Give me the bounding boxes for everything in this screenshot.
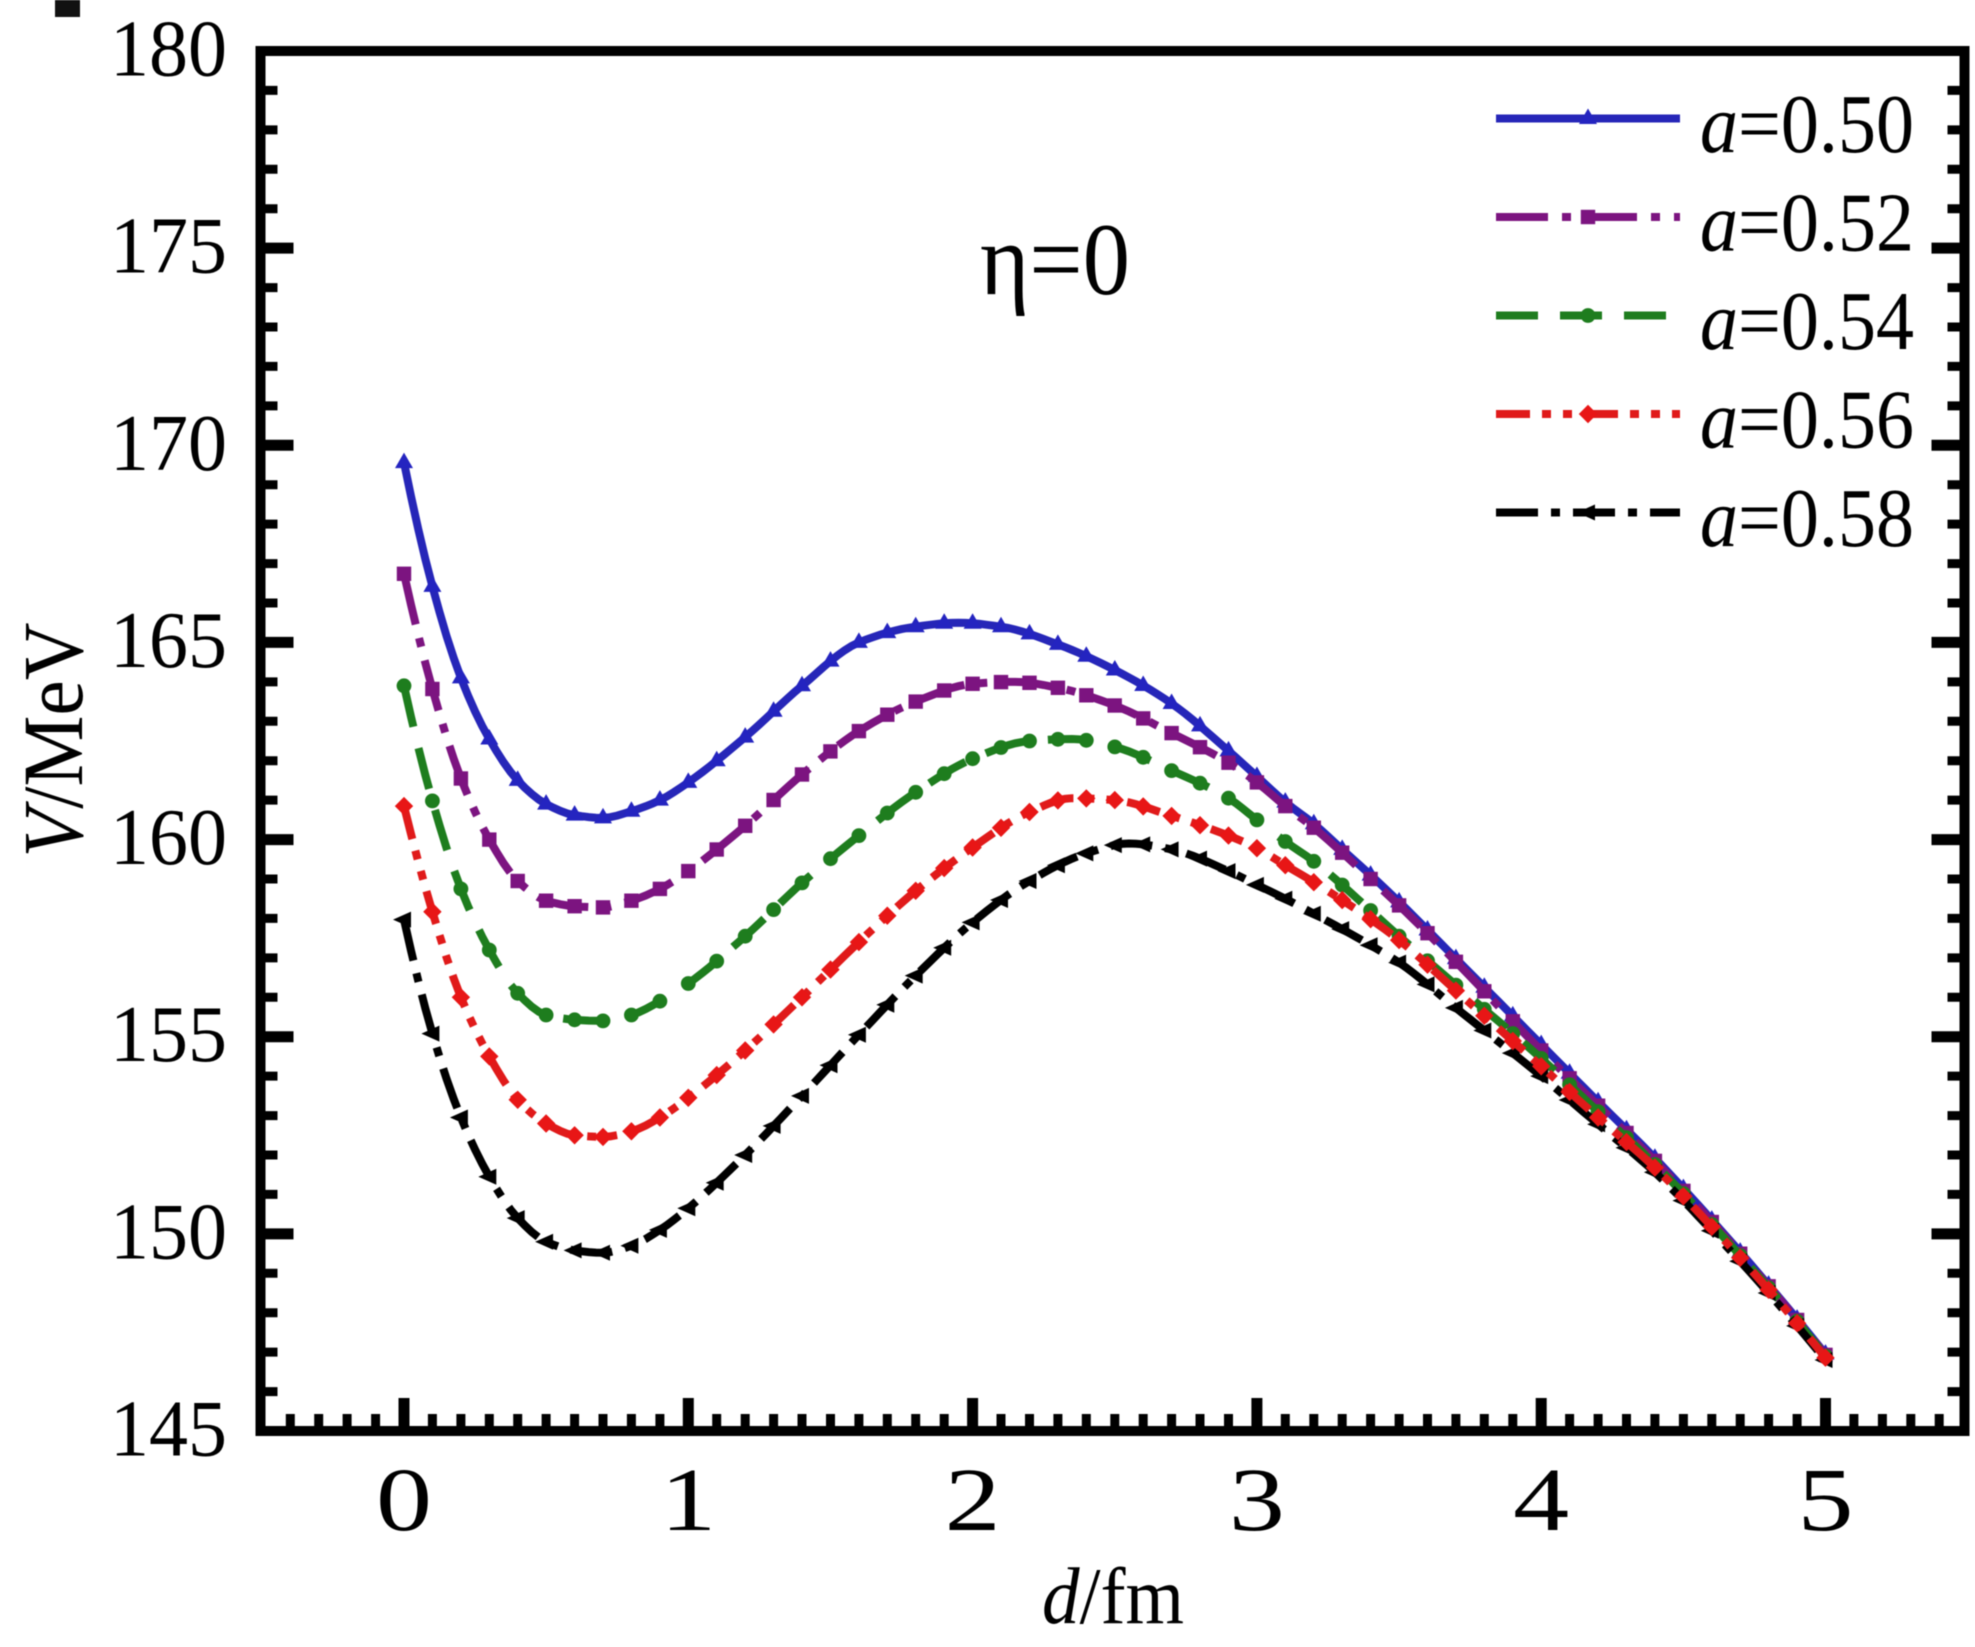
svg-text:155: 155: [110, 989, 227, 1079]
svg-text:170: 170: [110, 398, 227, 488]
svg-text:3: 3: [1229, 1451, 1285, 1550]
svg-text:η=0: η=0: [980, 203, 1130, 317]
svg-text:V/MeV: V/MeV: [5, 623, 101, 858]
svg-text:0: 0: [376, 1451, 432, 1550]
svg-text:a=0.58: a=0.58: [1700, 472, 1914, 565]
svg-text:150: 150: [110, 1186, 227, 1276]
svg-text:a=0.50: a=0.50: [1700, 78, 1914, 171]
svg-text:175: 175: [110, 201, 227, 291]
svg-text:160: 160: [110, 792, 227, 882]
svg-text:145: 145: [110, 1384, 227, 1474]
svg-text:180: 180: [110, 4, 227, 94]
svg-text:a=0.56: a=0.56: [1700, 374, 1914, 467]
svg-text:5: 5: [1798, 1451, 1854, 1550]
svg-text:2: 2: [945, 1451, 1001, 1550]
svg-text:d/fm: d/fm: [1042, 1553, 1184, 1641]
svg-text:1: 1: [660, 1451, 716, 1550]
svg-text:4: 4: [1513, 1451, 1569, 1550]
svg-text:a=0.52: a=0.52: [1700, 177, 1914, 270]
svg-text:a=0.54: a=0.54: [1700, 275, 1914, 368]
svg-text:165: 165: [110, 595, 227, 685]
